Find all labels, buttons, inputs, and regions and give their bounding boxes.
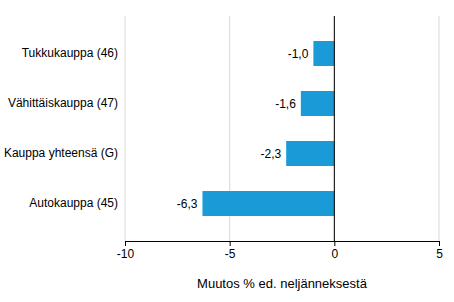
category-label: Autokauppa (45) — [29, 196, 118, 210]
category-label: Kauppa yhteensä (G) — [4, 146, 118, 160]
chart: -10 -5 0 5 Tukkukauppa (46) Vähittäiskauppa (… — [0, 0, 454, 302]
data-label: -2,3 — [260, 147, 281, 161]
tick: Kauppa yhteensä (G) — [4, 146, 125, 160]
bar — [301, 91, 334, 116]
tick-mark — [334, 241, 335, 246]
data-label: -1,6 — [275, 97, 296, 111]
tick-mark — [125, 241, 126, 246]
tick-mark — [439, 241, 440, 246]
tick: -10 — [117, 241, 135, 261]
tick: Tukkukauppa (46) — [22, 46, 125, 60]
tick: Vähittäiskauppa (47) — [8, 96, 125, 110]
category-label: Tukkukauppa (46) — [22, 46, 118, 60]
plot: -10 -5 0 5 Tukkukauppa (46) Vähittäiskauppa (… — [4, 16, 443, 261]
tick: 5 — [436, 241, 443, 261]
grid-line — [439, 16, 440, 241]
grid-line — [125, 16, 126, 241]
data-label: -6,3 — [177, 197, 198, 211]
bar — [313, 41, 334, 66]
tick-mark — [230, 241, 231, 246]
axis-line — [126, 241, 440, 242]
tick: Autokauppa (45) — [29, 196, 125, 210]
tick-label: 0 — [331, 247, 338, 261]
bars — [202, 41, 334, 216]
x-axis-title: Muutos % ed. neljänneksestä — [197, 276, 368, 291]
tick-label: -5 — [225, 247, 236, 261]
tick: -5 — [225, 241, 236, 261]
category-label: Vähittäiskauppa (47) — [8, 96, 118, 110]
bar — [286, 141, 334, 166]
grid — [125, 16, 439, 241]
data-labels: -1,0 -1,6 -2,3 -6,3 — [177, 47, 309, 211]
bar — [202, 191, 334, 216]
y-axis: Tukkukauppa (46) Vähittäiskauppa (47) Kaup… — [4, 46, 125, 210]
tick-label: 5 — [436, 247, 443, 261]
grid-line — [334, 16, 335, 241]
tick-label: -10 — [117, 247, 135, 261]
tick: 0 — [331, 241, 338, 261]
x-axis: -10 -5 0 5 — [117, 241, 443, 261]
zero-line — [334, 16, 335, 241]
data-label: -1,0 — [288, 47, 309, 61]
